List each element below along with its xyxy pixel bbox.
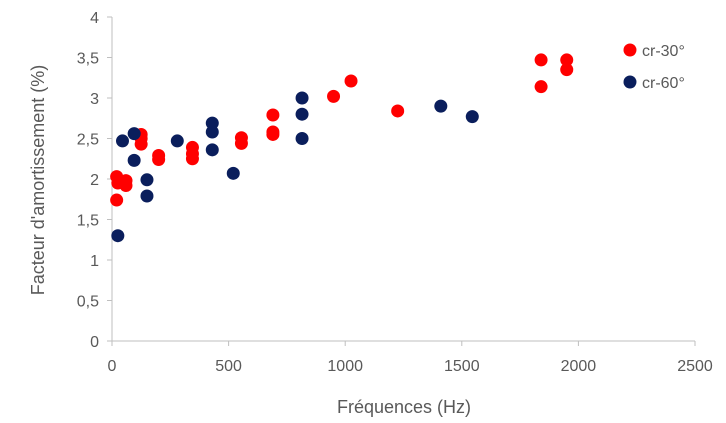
x-tick-label: 1000 (327, 358, 363, 375)
data-point (140, 173, 154, 187)
series-1 (110, 53, 574, 207)
data-point (266, 108, 280, 122)
y-tick-label: 3,5 (77, 51, 99, 68)
data-point (465, 110, 479, 124)
data-point (152, 153, 166, 167)
series-2 (111, 91, 479, 243)
data-point (266, 127, 280, 141)
data-point (140, 189, 154, 203)
legend-label: cr-30° (642, 43, 685, 60)
data-point (434, 99, 448, 113)
data-point (534, 80, 548, 94)
data-point (127, 127, 141, 141)
data-point (119, 178, 133, 192)
data-point (185, 152, 199, 166)
data-point (295, 132, 309, 145)
data-point (560, 53, 574, 67)
legend-marker (623, 75, 637, 89)
y-tick-label: 1,5 (77, 213, 99, 230)
x-tick-label: 1500 (444, 358, 480, 375)
data-point (205, 116, 219, 130)
legend: cr-30° cr-60° (623, 43, 685, 92)
data-point (295, 107, 309, 121)
x-tick-label: 0 (108, 358, 117, 375)
y-tick-label: 3 (90, 91, 99, 108)
y-tick-label: 4 (90, 10, 99, 27)
data-point (391, 104, 405, 118)
data-points (110, 53, 574, 243)
data-point (560, 63, 574, 77)
y-tick-label: 1 (90, 253, 99, 270)
x-tick-label: 2000 (561, 358, 597, 375)
y-tick-label: 2,5 (77, 132, 99, 149)
x-tick-label: 500 (215, 358, 242, 375)
y-axis-title: Facteur d'amortissement (%) (28, 65, 48, 296)
data-point (226, 166, 240, 180)
data-point (295, 91, 309, 105)
x-axis-title: Fréquences (Hz) (337, 397, 471, 417)
data-point (127, 153, 141, 167)
data-point (205, 143, 219, 157)
data-point (344, 74, 358, 88)
x-axis: 0 500 1000 1500 2000 2500 (108, 340, 713, 375)
data-point (327, 89, 341, 103)
y-tick-label: 0 (90, 334, 99, 351)
y-axis: 0 0,5 1 1,5 2 2,5 3 3,5 4 (77, 10, 113, 351)
data-point (234, 136, 248, 150)
y-tick-label: 0,5 (77, 294, 99, 311)
legend-marker (623, 43, 637, 57)
data-point (115, 134, 129, 148)
data-point (110, 193, 124, 207)
legend-label: cr-60° (642, 75, 685, 92)
data-point (205, 125, 219, 139)
data-point (534, 53, 548, 67)
x-tick-label: 2500 (677, 358, 713, 375)
y-tick-label: 2 (90, 172, 99, 189)
data-point (111, 229, 125, 243)
data-point (170, 134, 184, 148)
data-point (134, 137, 148, 151)
